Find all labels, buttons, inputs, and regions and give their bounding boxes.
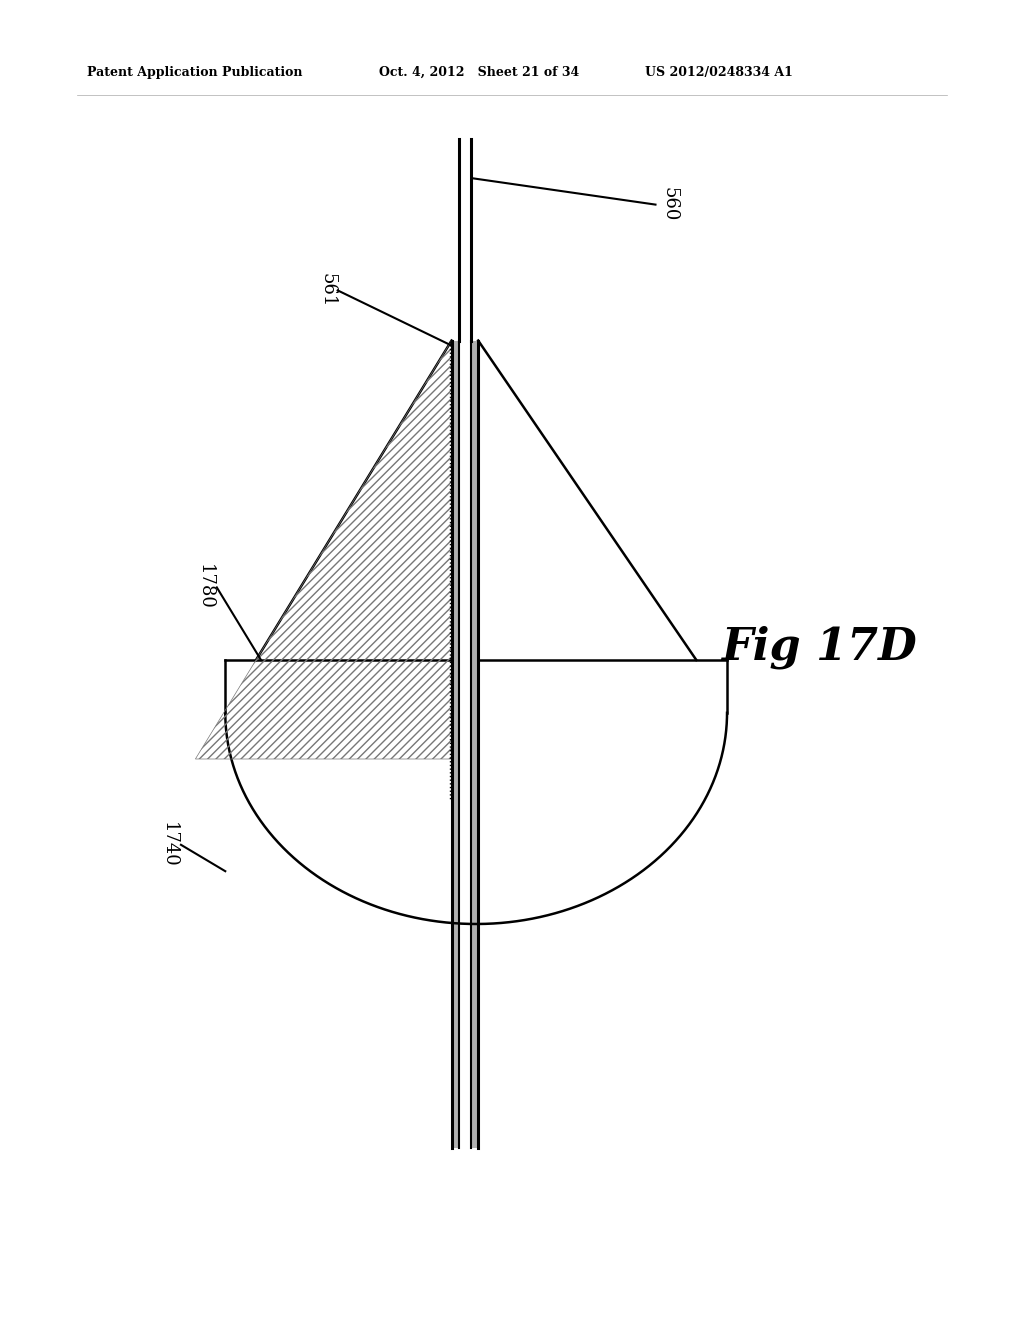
Text: Patent Application Publication: Patent Application Publication [87,66,302,79]
Text: Fig 17D: Fig 17D [721,626,918,668]
Text: US 2012/0248334 A1: US 2012/0248334 A1 [645,66,793,79]
Text: 561: 561 [318,273,337,308]
Polygon shape [459,341,471,1148]
Polygon shape [452,341,459,1148]
Text: 560: 560 [660,187,679,222]
Text: 1740: 1740 [160,822,178,867]
Text: 1780: 1780 [196,565,214,610]
Text: Oct. 4, 2012   Sheet 21 of 34: Oct. 4, 2012 Sheet 21 of 34 [379,66,580,79]
Polygon shape [471,341,478,1148]
